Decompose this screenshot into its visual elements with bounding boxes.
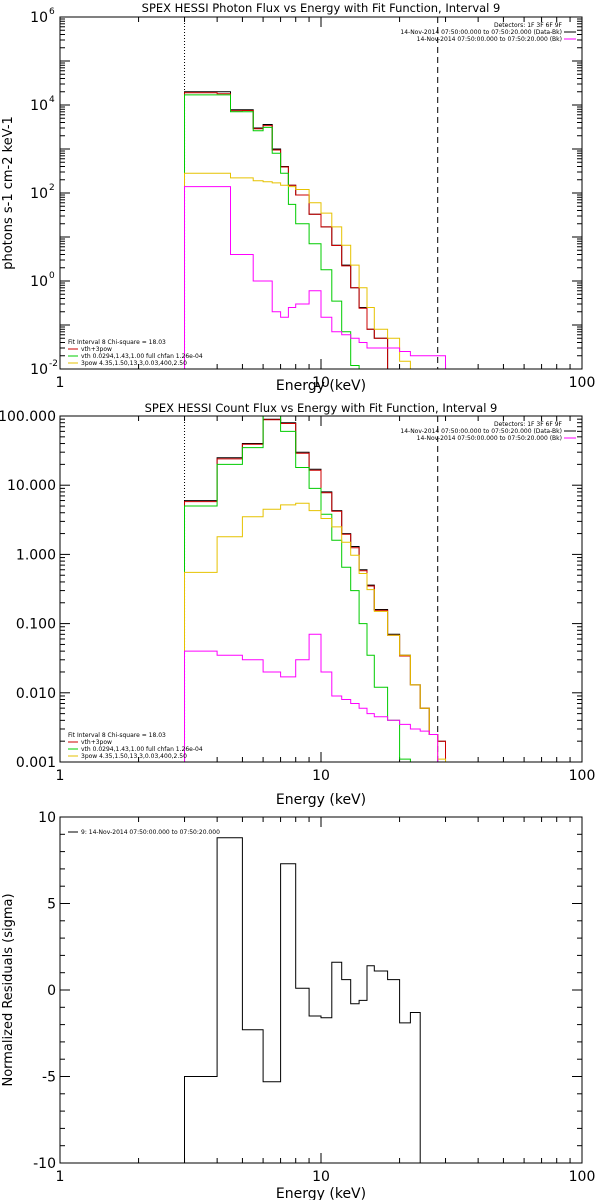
series-group	[184, 837, 421, 1163]
y-tick-label: -5	[42, 1070, 56, 1086]
legend-entry: Fit Interval 8 Chi-square = 18.03	[68, 339, 166, 346]
x-tick-label: 100	[569, 768, 596, 784]
y-tick-label: 5	[47, 897, 56, 913]
y-axis-label: Normalized Residuals (sigma)	[1, 893, 16, 1086]
x-tick-label: 100	[569, 1169, 596, 1185]
series-line-2	[184, 92, 389, 369]
legend-entry: 14-Nov-2014 07:50:00.000 to 07:50:20.000…	[417, 36, 562, 43]
legend-entry: Fit Interval 8 Chi-square = 18.03	[68, 732, 166, 739]
legend-entry: 3pow 4.35,1.50,13.3,0.03,400,2.50	[81, 753, 187, 760]
x-tick-label: 100	[569, 375, 596, 391]
x-tick-label: 1	[56, 1169, 65, 1185]
y-tick-label: 0.001	[16, 755, 56, 771]
y-tick-exponent: 0	[49, 271, 55, 281]
y-tick-exponent: 2	[49, 183, 55, 193]
y-tick-label: 0.100	[16, 617, 56, 633]
plot-frame	[59, 816, 583, 1164]
y-tick-label: -10	[33, 1156, 56, 1172]
legend-entry: Detectors: 1F 3F 6F 9F	[494, 421, 563, 428]
x-tick-label: 1	[56, 768, 65, 784]
plot-title: SPEX HESSI Photon Flux vs Energy with Fi…	[142, 1, 501, 15]
legend-entry: 3pow 4.35,1.50,13.3,0.03,400,2.50	[81, 360, 187, 367]
series-line-5	[184, 633, 446, 762]
x-axis-label: Energy (keV)	[276, 1186, 366, 1200]
series-line-2	[184, 419, 446, 762]
series-line-3	[184, 94, 388, 369]
x-axis-label: Energy (keV)	[276, 378, 366, 394]
y-tick-label: 10	[30, 274, 48, 290]
y-tick-label: 0.010	[16, 686, 56, 702]
legend-entry: 14-Nov-2014 07:50:00.000 to 07:50:20.000…	[400, 428, 562, 435]
y-tick-label: 100.000	[0, 409, 56, 425]
series-line-4	[184, 172, 438, 369]
plot-frame	[59, 415, 583, 763]
y-tick-label: 0	[47, 983, 56, 999]
series-line-3	[184, 416, 411, 762]
y-tick-label: 10	[30, 362, 48, 378]
plot-panel-1: SPEX HESSI Photon Flux vs Energy with Fi…	[1, 1, 595, 394]
series-group	[184, 416, 467, 762]
x-tick-label: 10	[312, 768, 330, 784]
legend-entry: vth 0.0294,1.43,1.00 full chfan 1.26e-04	[81, 353, 203, 360]
y-tick-exponent: 6	[49, 7, 55, 17]
y-tick-exponent: -2	[49, 359, 58, 369]
legend-entry: vth 0.0294,1.43,1.00 full chfan 1.26e-04	[81, 746, 203, 753]
plot-panel-2: SPEX HESSI Count Flux vs Energy with Fit…	[0, 401, 595, 808]
legend-entry: 9: 14-Nov-2014 07:50:00.000 to 07:50:20.…	[81, 829, 220, 836]
y-tick-label: 10	[38, 810, 56, 826]
x-tick-label: 10	[312, 375, 330, 391]
series-line-5	[184, 186, 446, 369]
x-axis-label: Energy (keV)	[276, 792, 366, 808]
series-group	[184, 91, 446, 369]
y-tick-label: 1.000	[16, 547, 56, 563]
y-tick-label: 10	[30, 98, 48, 114]
series-line-1	[184, 91, 389, 369]
y-tick-exponent: 4	[49, 95, 55, 105]
legend-entry: 14-Nov-2014 07:50:00.000 to 07:50:20.000…	[400, 29, 562, 36]
legend-entry: vth+3pow	[81, 739, 112, 746]
y-tick-label: 10.000	[7, 478, 56, 494]
y-axis-label: photons s-1 cm-2 keV-1	[1, 116, 16, 270]
legend-entry: vth+3pow	[81, 346, 112, 353]
x-tick-label: 10	[312, 1169, 330, 1185]
y-tick-label: 10	[30, 186, 48, 202]
plot-title: SPEX HESSI Count Flux vs Energy with Fit…	[145, 401, 498, 415]
x-tick-label: 1	[56, 375, 65, 391]
series-line-4	[184, 502, 467, 762]
legend-entry: Detectors: 1F 3F 6F 9F	[494, 22, 563, 29]
series-line-1	[184, 837, 421, 1163]
legend-entry: 14-Nov-2014 07:50:00.000 to 07:50:20.000…	[417, 435, 562, 442]
y-tick-label: 10	[30, 10, 48, 26]
plot-frame	[59, 16, 583, 370]
